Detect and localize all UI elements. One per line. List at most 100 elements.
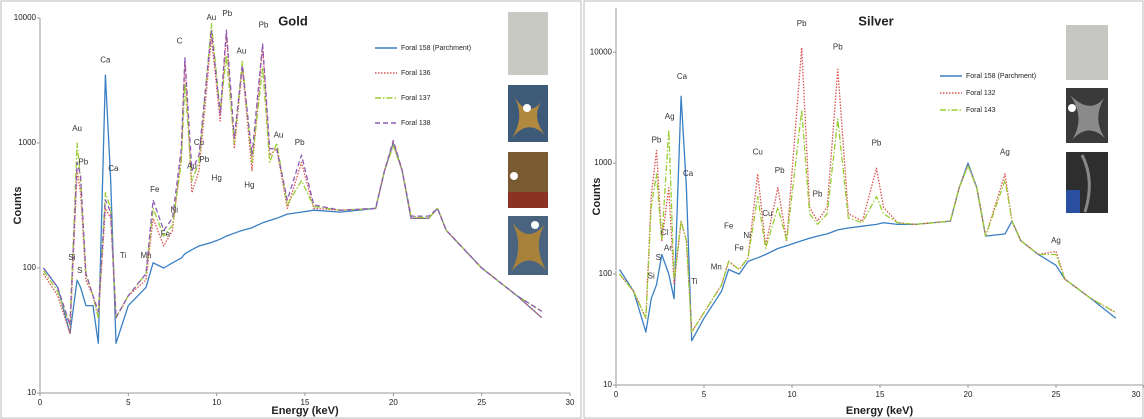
x-axis-title: Energy (keV) [271, 405, 339, 417]
y-axis-title: Counts [591, 178, 603, 216]
x-tick-label: 10 [788, 390, 797, 399]
x-tick-label: 10 [212, 398, 221, 407]
legend-label: Foral 136 [401, 70, 431, 77]
peak-label: Au [274, 131, 284, 140]
x-tick-label: 5 [126, 398, 131, 407]
chart: Gold 10 100 1000 10000 0 5 10 15 20 25 30 Energy (ke… [12, 9, 575, 417]
peak-label: Pb [78, 157, 88, 166]
peak-label: Pb [872, 139, 882, 148]
peak-label: Fe [150, 185, 160, 194]
peak-label: Pb [295, 138, 305, 147]
peak-label: Cl [661, 228, 669, 237]
thumbnail-ornament [1070, 95, 1105, 140]
peak-label: Ni [170, 205, 178, 214]
y-tick-label: 1000 [594, 158, 612, 167]
chart-title: Silver [858, 13, 893, 28]
peak-label: Mn [140, 251, 151, 260]
panel-frame [0, 0, 582, 419]
thumbnail-ornament [1080, 154, 1091, 213]
legend-label: Foral 158 (Parchment) [401, 45, 471, 52]
x-axis-title: Energy (keV) [846, 405, 914, 417]
thumbnail-ornament [511, 222, 546, 272]
peak-label: Cu [194, 138, 204, 147]
peak-label: Ca [677, 72, 688, 81]
spectrum-line [618, 109, 1117, 333]
y-tick-label: 100 [23, 263, 37, 272]
peak-label: Pb [813, 190, 823, 199]
peak-label: Cu [753, 147, 763, 156]
y-tick-label: 10 [603, 380, 612, 389]
thumbnails [508, 12, 1108, 275]
thumbnail [1066, 25, 1108, 80]
thumbnail-spot [510, 172, 518, 180]
x-tick-label: 15 [301, 398, 310, 407]
legend-label: Foral 143 [966, 107, 996, 114]
peak-label: Au [72, 124, 82, 133]
x-tick-label: 0 [614, 390, 619, 399]
peak-label: Ag [1000, 147, 1010, 156]
x-tick-label: 15 [876, 390, 885, 399]
peak-label: Pb [833, 43, 843, 52]
chart-title: Gold [278, 13, 308, 28]
peak-label: Ca [683, 169, 694, 178]
x-tick-label: 25 [1052, 390, 1061, 399]
peak-label: Pb [652, 136, 662, 145]
y-tick-label: 1000 [18, 138, 36, 147]
peak-label: Ti [120, 251, 127, 260]
x-tick-label: 20 [964, 390, 973, 399]
x-tick-label: 20 [389, 398, 398, 407]
y-axis-title: Counts [12, 187, 24, 225]
peak-label: Mn [711, 262, 722, 271]
peak-label: Hg [212, 174, 222, 183]
spectrum-line [42, 29, 543, 326]
thumbnail [508, 192, 548, 208]
x-tick-label: 0 [38, 398, 43, 407]
peak-label: S [77, 266, 82, 275]
legend-label: Foral 132 [966, 90, 996, 97]
peak-label: Au [206, 13, 216, 22]
peak-label: Ca [108, 164, 119, 173]
thumbnail-spot [531, 221, 539, 229]
peak-label: Pb [222, 9, 232, 18]
thumbnail [1066, 190, 1080, 213]
legend-label: Foral 138 [401, 120, 431, 127]
peak-label: Au [187, 161, 197, 170]
y-tick-label: 10000 [14, 13, 37, 22]
y-tick-label: 10000 [590, 47, 613, 56]
peak-label: Ni [743, 231, 751, 240]
peak-label: Ti [691, 277, 698, 286]
peak-label: Pb [199, 155, 209, 164]
x-tick-label: 30 [566, 398, 575, 407]
peak-label: Au [237, 47, 247, 56]
legend-label: Foral 158 (Parchment) [966, 73, 1036, 80]
peak-label: S [656, 253, 661, 262]
peak-label: Pb [775, 166, 785, 175]
thumbnail-spot [523, 104, 531, 112]
peak-label: C [177, 36, 183, 45]
chart: Silver 10 100 1000 10000 0 5 10 15 20 25 30 Energy (… [590, 8, 1144, 417]
panel-frame [583, 0, 1144, 419]
peak-label: Cu [762, 209, 772, 218]
peak-label: Ar [664, 244, 672, 253]
peak-label: Si [68, 253, 75, 262]
x-tick-label: 25 [477, 398, 486, 407]
x-tick-label: 5 [702, 390, 707, 399]
y-tick-label: 10 [27, 388, 36, 397]
peak-label: Ag [665, 112, 675, 121]
legend-label: Foral 137 [401, 95, 431, 102]
peak-label: Pb [259, 21, 269, 30]
peak-label: Fe [735, 244, 745, 253]
thumbnail-spot [1068, 104, 1076, 112]
peak-label: Ca [100, 55, 111, 64]
peak-label: Hg [244, 180, 254, 189]
y-tick-label: 100 [599, 269, 613, 278]
peak-label: Fe [724, 221, 734, 230]
peak-label: Ag [1051, 236, 1061, 245]
x-tick-label: 30 [1132, 390, 1141, 399]
peak-label: Si [648, 272, 655, 281]
peak-label: Fe [161, 230, 171, 239]
thumbnail [508, 12, 548, 75]
spectrum-line [618, 95, 1117, 342]
thumbnail-ornament [512, 95, 545, 138]
